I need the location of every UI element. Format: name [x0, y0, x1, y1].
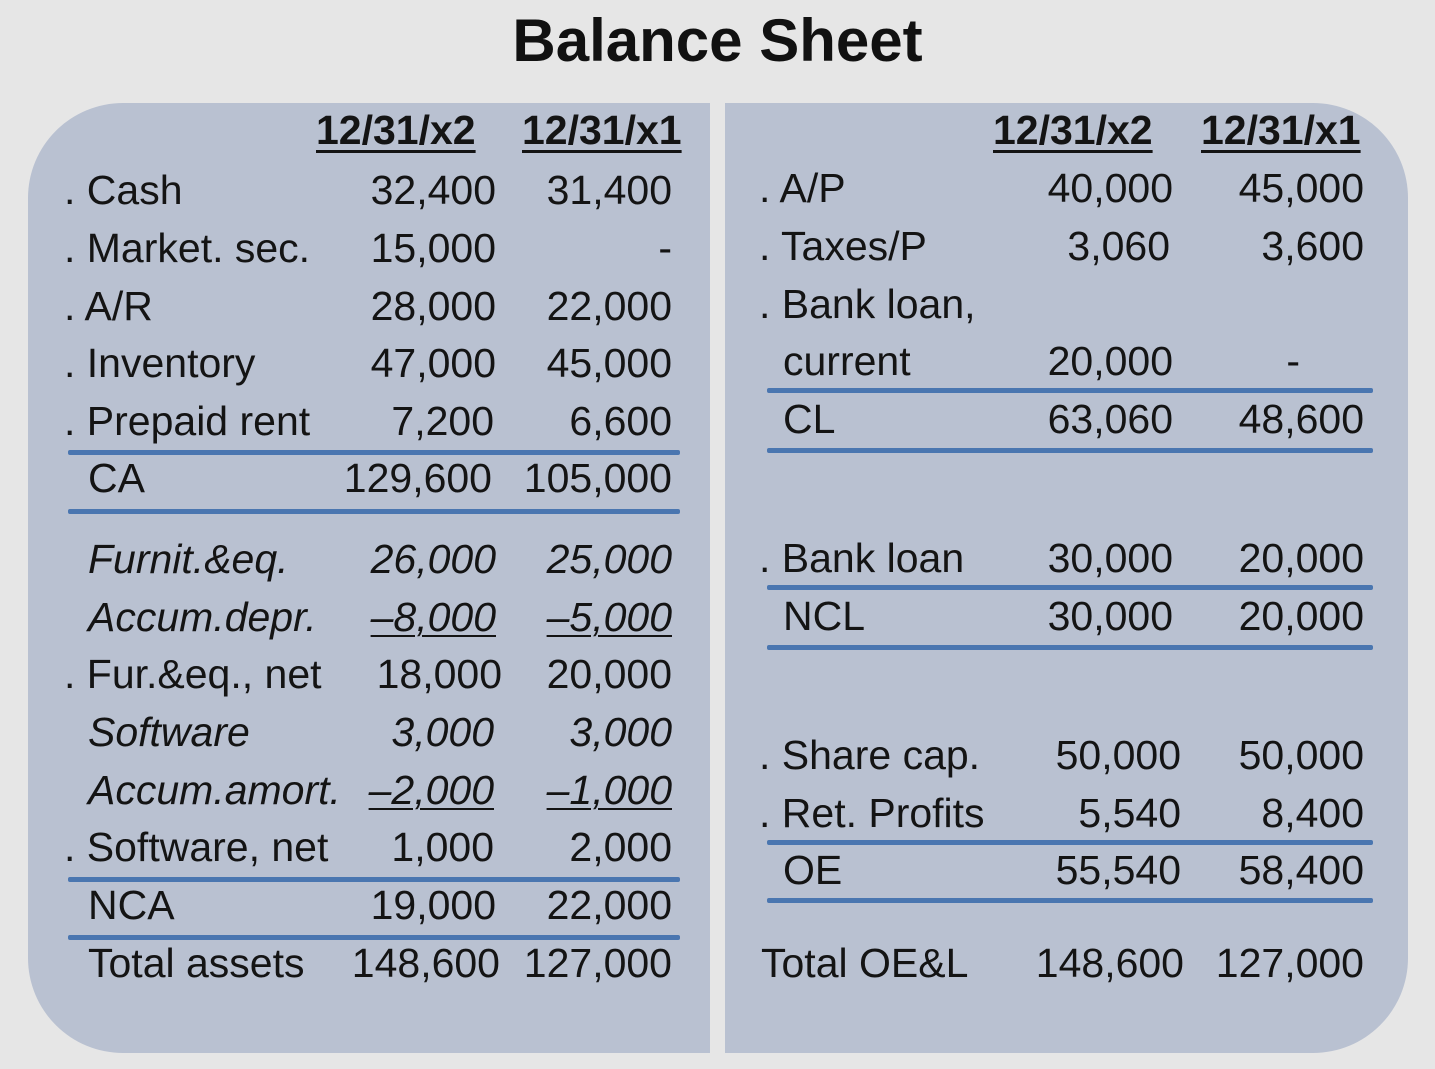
asset-value-x1: - — [658, 225, 672, 271]
liability-value-x2: 30,000 — [1047, 535, 1173, 581]
liability-total-x1: 48,600 — [1238, 396, 1364, 442]
liabilities-header-x2: 12/31/x2 — [993, 107, 1153, 153]
asset-label-software: Software — [88, 709, 250, 755]
asset-total-x2: 129,600 — [343, 455, 492, 501]
asset-label-market-sec: . Market. sec. — [64, 225, 311, 271]
liabilities-grand-total-x1: 127,000 — [1215, 940, 1364, 986]
asset-value-x2: –2,000 — [368, 767, 494, 813]
divider-rule — [767, 388, 1373, 393]
asset-total-x2: 19,000 — [370, 882, 496, 928]
asset-label-inventory: . Inventory — [64, 340, 256, 386]
asset-label-software-net: . Software, net — [64, 824, 329, 870]
liability-total-x1: 20,000 — [1238, 593, 1364, 639]
liability-total-x2: 30,000 — [1047, 593, 1173, 639]
asset-label-total-assets: Total assets — [88, 940, 305, 986]
asset-total-x1: 22,000 — [546, 882, 672, 928]
asset-label-nca: NCA — [88, 882, 175, 928]
equity-total-x1: 58,400 — [1238, 847, 1364, 893]
asset-value-x2: –8,000 — [370, 594, 496, 640]
asset-value-x2: 47,000 — [370, 340, 496, 386]
liability-label-ncl: NCL — [783, 593, 866, 639]
liabilities-equity-panel: 12/31/x2 12/31/x1 . A/P 40,000 45,000 . … — [725, 103, 1408, 1053]
assets-header-x2: 12/31/x2 — [316, 107, 476, 153]
equity-value-x2: 5,540 — [1078, 790, 1181, 836]
equity-value-x1: 8,400 — [1261, 790, 1364, 836]
asset-label-prepaid-rent: . Prepaid rent — [64, 398, 311, 444]
liability-value-x1: 45,000 — [1238, 165, 1364, 211]
liability-label-cl: CL — [783, 396, 836, 442]
equity-label-total-oel: Total OE&L — [761, 940, 969, 986]
assets-header-x1: 12/31/x1 — [522, 107, 682, 153]
equity-label-retained-profits: . Ret. Profits — [759, 790, 985, 836]
divider-rule — [68, 509, 680, 514]
liability-value-x1: 20,000 — [1238, 535, 1364, 581]
asset-value-x2: 15,000 — [370, 225, 496, 271]
divider-rule — [767, 645, 1373, 650]
page-title: Balance Sheet — [512, 7, 923, 74]
asset-label-ar: . A/R — [64, 283, 153, 329]
asset-value-x2: 26,000 — [370, 536, 496, 582]
asset-value-x1: 3,000 — [569, 709, 672, 755]
liability-label-ap: . A/P — [759, 165, 846, 211]
equity-value-x1: 50,000 — [1238, 732, 1364, 778]
divider-rule — [767, 585, 1373, 590]
liability-label-bank-loan: . Bank loan — [759, 535, 965, 581]
asset-value-x2: 3,000 — [391, 709, 494, 755]
liability-value-x1: 3,600 — [1261, 223, 1364, 269]
divider-rule — [767, 840, 1373, 845]
asset-label-cash: . Cash — [64, 167, 183, 213]
asset-value-x1: 20,000 — [546, 651, 672, 697]
asset-value-x2: 1,000 — [391, 824, 494, 870]
divider-rule — [767, 448, 1373, 453]
divider-rule — [767, 898, 1373, 903]
asset-value-x2: 7,200 — [391, 398, 494, 444]
liability-value-x2: 3,060 — [1067, 223, 1170, 269]
asset-value-x1: 31,400 — [546, 167, 672, 213]
asset-value-x1: 45,000 — [546, 340, 672, 386]
liabilities-grand-total-x2: 148,600 — [1035, 940, 1184, 986]
liability-total-x2: 63,060 — [1047, 396, 1173, 442]
liability-value-x1: - — [1286, 338, 1300, 384]
equity-total-x2: 55,540 — [1055, 847, 1181, 893]
liability-value-x2: 20,000 — [1047, 338, 1173, 384]
asset-value-x1: 25,000 — [546, 536, 672, 582]
asset-label-accum-amort: Accum.amort. — [88, 767, 341, 813]
assets-panel: 12/31/x2 12/31/x1 . Cash 32,400 31,400 .… — [28, 103, 710, 1053]
asset-value-x1: –1,000 — [546, 767, 672, 813]
equity-value-x2: 50,000 — [1055, 732, 1181, 778]
asset-value-x2: 18,000 — [376, 651, 502, 697]
asset-label-furniture: Furnit.&eq. — [88, 536, 289, 582]
asset-total-x1: 105,000 — [523, 455, 672, 501]
divider-rule — [68, 877, 680, 882]
liability-value-x2: 40,000 — [1047, 165, 1173, 211]
asset-value-x2: 28,000 — [370, 283, 496, 329]
asset-value-x2: 32,400 — [370, 167, 496, 213]
asset-label-accum-depr: Accum.depr. — [88, 594, 317, 640]
divider-rule — [68, 935, 680, 940]
asset-label-ca: CA — [88, 455, 145, 501]
asset-grand-total-x1: 127,000 — [523, 940, 672, 986]
liability-label-current: current — [783, 338, 911, 384]
liability-label-taxes-payable: . Taxes/P — [759, 223, 927, 269]
asset-value-x1: 6,600 — [569, 398, 672, 444]
asset-grand-total-x2: 148,600 — [351, 940, 500, 986]
asset-label-furniture-net: . Fur.&eq., net — [64, 651, 322, 697]
asset-value-x1: 2,000 — [569, 824, 672, 870]
asset-value-x1: 22,000 — [546, 283, 672, 329]
equity-label-share-capital: . Share cap. — [759, 732, 981, 778]
divider-rule — [68, 450, 680, 455]
asset-value-x1: –5,000 — [546, 594, 672, 640]
equity-label-oe: OE — [783, 847, 843, 893]
liabilities-header-x1: 12/31/x1 — [1201, 107, 1361, 153]
liability-label-bank-loan-current: . Bank loan, — [759, 281, 976, 327]
